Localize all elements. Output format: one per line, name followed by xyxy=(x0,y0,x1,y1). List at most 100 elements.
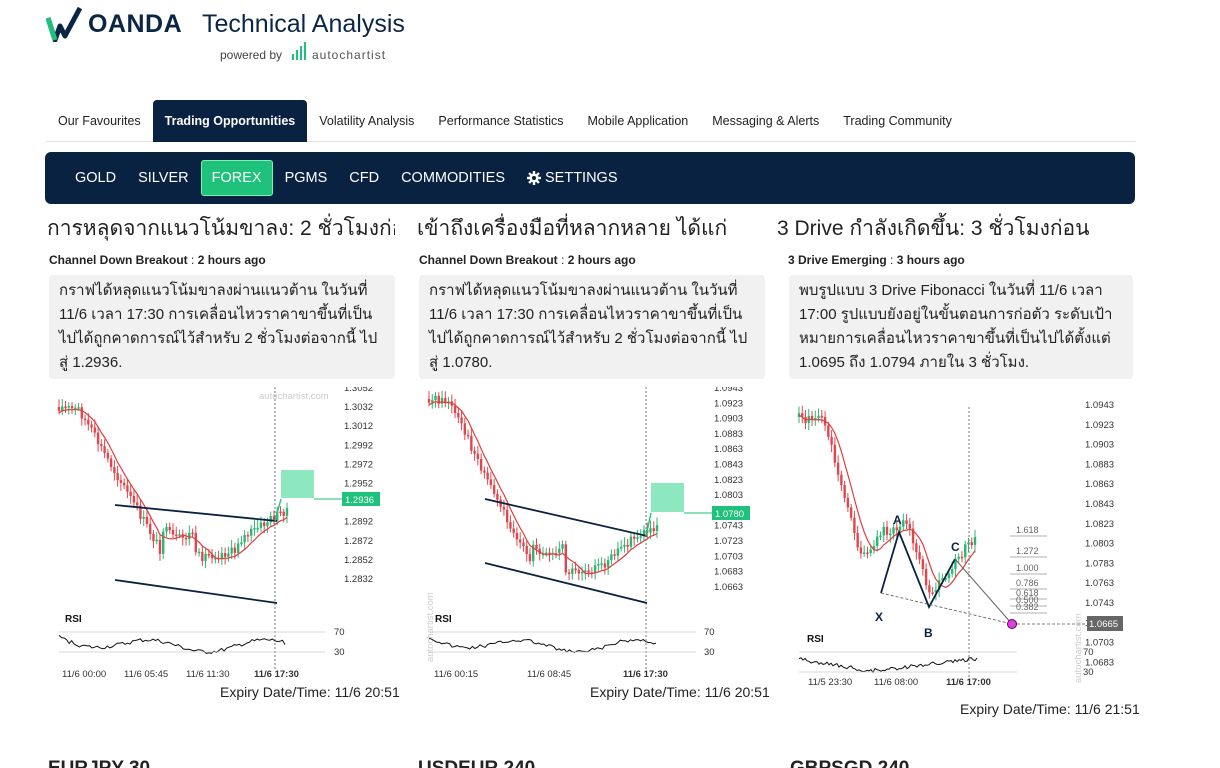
candle-body xyxy=(70,406,74,409)
price-chart[interactable]: 1.0943 1.0923 1.0903 1.0883 1.0863 1.0843 1.08… xyxy=(777,387,1133,688)
powered-by-label: powered by xyxy=(220,48,283,62)
card-title[interactable]: เข้าถึงเครื่องมือที่หลากหลาย ได้แก่ xyxy=(417,217,728,240)
price-tick-label: 1.0783 xyxy=(1085,558,1114,569)
candle-body xyxy=(142,516,145,519)
category-settings[interactable]: SETTINGS xyxy=(517,160,628,196)
target-price-badge xyxy=(342,492,380,506)
candle-body xyxy=(967,542,970,545)
next-card-title[interactable]: GBPSGD 240 → xyxy=(790,758,934,768)
time-tick-label: 11/6 00:00 xyxy=(62,669,106,680)
candle-body xyxy=(175,534,178,537)
candle-body xyxy=(191,532,194,535)
candle-body xyxy=(61,406,64,411)
category-label: PGMS xyxy=(284,170,328,186)
projection-line xyxy=(954,558,1013,625)
target-price-badge xyxy=(712,506,750,520)
card-title[interactable]: 3 Drive กำลังเกิดขึ้น: 3 ชั่วโมงก่อน xyxy=(777,217,1090,240)
pattern-name: Channel Down Breakout xyxy=(49,253,188,267)
candle-body xyxy=(558,548,561,554)
candle-body xyxy=(931,592,934,594)
tab-mobile-application[interactable]: Mobile Application xyxy=(587,114,689,128)
oanda-logo-icon[interactable] xyxy=(46,6,82,42)
tab-performance-statistics[interactable]: Performance Statistics xyxy=(438,114,564,128)
tab-trading-opportunities[interactable]: Trading Opportunities xyxy=(152,100,308,142)
fibonacci-level-label: 0.382 xyxy=(1016,602,1039,612)
price-tick-label: 1.0863 xyxy=(1085,479,1114,490)
next-card-title[interactable]: EURJPY 30 → xyxy=(48,758,174,768)
candle-body xyxy=(194,532,197,553)
gear-icon xyxy=(527,171,541,185)
price-chart[interactable]: 1.3052 1.3032 1.3012 1.2992 1.2972 1.2952 1.29… xyxy=(47,383,395,688)
candle-body xyxy=(253,528,256,530)
candle-body xyxy=(122,482,126,486)
opportunity-card[interactable]: 3 Drive กำลังเกิดขึ้น: 3 ชั่วโมงก่อน 3 D… xyxy=(777,212,1133,688)
chart-svg[interactable]: 1.0943 1.0923 1.0903 1.0883 1.0863 1.0843 1.08… xyxy=(417,383,765,683)
candle-body xyxy=(269,515,272,523)
candle-body xyxy=(230,547,233,554)
projection-line xyxy=(880,592,1013,625)
candle-body xyxy=(486,472,489,480)
category-pgms[interactable]: PGMS xyxy=(275,160,338,196)
candle-body xyxy=(830,436,833,445)
candle-body xyxy=(246,535,250,537)
price-chart[interactable]: 1.0943 1.0923 1.0903 1.0883 1.0863 1.0843 1.08… xyxy=(417,383,765,688)
candle-body xyxy=(272,515,276,522)
category-label: CFD xyxy=(349,170,380,186)
opportunity-card[interactable]: เข้าถึงเครื่องมือที่หลากหลาย ได้แก่ Chan… xyxy=(417,212,765,688)
candle-body xyxy=(100,444,103,447)
price-tick-label: 1.0683 xyxy=(714,567,743,578)
channel-lower-line xyxy=(484,562,648,604)
category-silver[interactable]: SILVER xyxy=(128,160,199,196)
candle-body xyxy=(911,528,915,544)
brand-name[interactable]: OANDA xyxy=(88,10,183,38)
tab-volatility-analysis[interactable]: Volatility Analysis xyxy=(319,114,415,128)
candle-body xyxy=(849,507,853,518)
candle-body xyxy=(843,485,846,498)
price-tick-label: 1.0823 xyxy=(1085,519,1114,530)
tab-our-favourites[interactable]: Our Favourites xyxy=(58,114,141,128)
category-gold[interactable]: GOLD xyxy=(65,160,126,196)
price-tick-label: 1.0943 xyxy=(1085,400,1114,411)
target-price-label: 1.0780 xyxy=(715,509,744,520)
pattern-point-label: B xyxy=(924,626,933,640)
candle-body xyxy=(918,552,921,560)
rsi-label: RSI xyxy=(807,634,824,645)
candle-body xyxy=(479,458,483,471)
candle-body xyxy=(801,413,804,417)
next-card-title[interactable]: USDEUR 240 → xyxy=(418,758,560,768)
time-tick-label: 11/6 17:00 xyxy=(946,677,991,688)
candle-body xyxy=(655,525,659,532)
candle-body xyxy=(840,474,843,486)
opportunity-card[interactable]: การหลุดจากแนวโน้มขาลง: 2 ชั่วโมงก่อน Cha… xyxy=(47,212,395,688)
candle-body xyxy=(181,534,184,538)
category-forex[interactable]: FOREX xyxy=(200,160,273,196)
price-tick-label: 1.0883 xyxy=(1085,459,1114,470)
time-tick-label: 11/6 17:30 xyxy=(623,669,668,680)
chart-svg[interactable]: 1.3052 1.3032 1.3012 1.2992 1.2972 1.2952 1.29… xyxy=(47,383,395,683)
price-tick-label: 1.0683 xyxy=(1085,657,1114,668)
candle-body xyxy=(584,570,587,572)
target-zone xyxy=(281,470,314,498)
pattern-point-label: X xyxy=(875,610,883,624)
candle-body xyxy=(184,537,188,540)
expiry-time: Expiry Date/Time: 11/6 20:51 xyxy=(220,684,400,700)
candle-body xyxy=(885,526,889,535)
card-title[interactable]: การหลุดจากแนวโน้มขาลง: 2 ชั่วโมงก่อน xyxy=(47,217,395,240)
tab-messaging-alerts[interactable]: Messaging & Alerts xyxy=(712,114,820,128)
candle-body xyxy=(846,497,850,508)
category-commodities[interactable]: COMMODITIES xyxy=(391,160,515,196)
candle-body xyxy=(285,508,289,516)
candle-body xyxy=(941,578,944,581)
category-cfd[interactable]: CFD xyxy=(339,160,389,196)
price-tick-label: 1.0703 xyxy=(1085,638,1114,649)
three-drive-pattern-line xyxy=(880,529,956,610)
candle-body xyxy=(810,415,814,420)
candle-body xyxy=(960,556,964,559)
tab-trading-community[interactable]: Trading Community xyxy=(843,114,952,128)
candle-body xyxy=(545,552,548,555)
chart-svg[interactable]: 1.0943 1.0923 1.0903 1.0883 1.0863 1.0843 1.08… xyxy=(777,387,1133,683)
moving-average-line xyxy=(58,408,288,560)
candle-body xyxy=(188,532,191,540)
candle-body xyxy=(613,554,616,556)
candle-body xyxy=(103,446,106,453)
